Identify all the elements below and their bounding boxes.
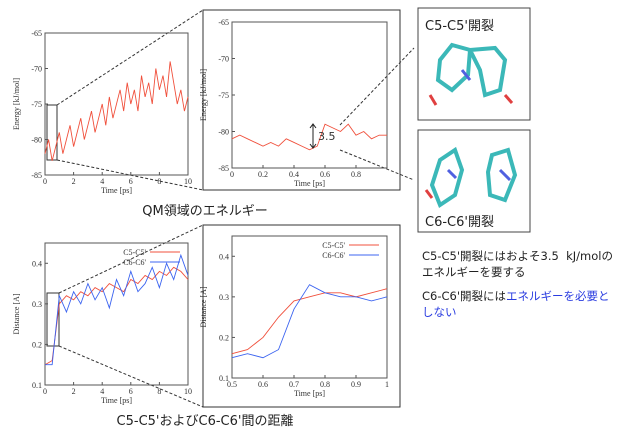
x-axis-label: Time [ps] — [101, 186, 132, 195]
legend-label: C6-C6' — [322, 251, 345, 260]
y-tick-label: -65 — [218, 18, 229, 27]
data-line — [232, 285, 387, 358]
x-tick-label: 1 — [385, 380, 389, 389]
x-axis-label: Time [ps] — [294, 179, 325, 188]
x-tick-label: 0 — [43, 177, 47, 186]
x-tick-label: 0.8 — [320, 380, 330, 389]
x-tick-label: 0 — [43, 387, 47, 396]
data-line — [45, 61, 188, 160]
x-tick-label: 6 — [129, 387, 133, 396]
y-tick-label: -85 — [218, 164, 229, 173]
x-tick-label: 8 — [157, 177, 161, 186]
x-axis-label: Time [ps] — [294, 389, 325, 398]
y-tick-label: 0.1 — [219, 374, 229, 383]
x-tick-label: 4 — [100, 387, 104, 396]
y-tick-label: -75 — [218, 91, 229, 100]
structure-label: C5-C5'開裂 — [425, 19, 494, 34]
x-tick-label: 0.2 — [258, 170, 268, 179]
x-tick-label: 4 — [100, 177, 104, 186]
caption: C5-C5'およびC6-C6'間の距離 — [117, 414, 294, 429]
y-tick-label: 0.2 — [219, 333, 229, 342]
zoom-box — [203, 10, 400, 190]
x-axis-label: Time [ps] — [101, 396, 132, 405]
x-tick-label: 8 — [157, 387, 161, 396]
y-tick-label: 0.4 — [32, 259, 42, 268]
x-tick-label: 0 — [230, 170, 234, 179]
legend-label: C5-C5' — [322, 241, 345, 250]
annotation: 3.5 — [318, 130, 336, 143]
note-emphasis: しない — [422, 304, 457, 320]
x-tick-label: 0.6 — [320, 170, 330, 179]
zoom-region — [47, 105, 57, 160]
plot-frame — [232, 236, 387, 378]
x-tick-label: 2 — [72, 387, 76, 396]
y-tick-label: 0.4 — [219, 252, 229, 261]
y-tick-label: 0.3 — [32, 300, 42, 309]
x-tick-label: 0.8 — [351, 170, 361, 179]
x-tick-label: 2 — [72, 177, 76, 186]
x-tick-label: 10 — [184, 177, 192, 186]
data-line — [45, 255, 188, 365]
x-tick-label: 6 — [129, 177, 133, 186]
x-tick-label: 0.9 — [351, 380, 361, 389]
y-tick-label: -85 — [31, 171, 42, 180]
y-axis-label: Distance [A] — [12, 293, 21, 334]
legend-label: C6-C6' — [123, 258, 146, 267]
plot-frame — [232, 22, 387, 168]
page: C5-C5'開裂 C6-C6'開裂 QM領域のエネルギー C5-C5'およびC6… — [0, 0, 638, 430]
note-text: C6-C6'開裂には — [422, 289, 506, 303]
caption: QM領域のエネルギー — [142, 203, 267, 219]
x-tick-label: 0.6 — [258, 380, 268, 389]
y-axis-label: Distance [A] — [199, 286, 208, 327]
x-tick-label: 0.4 — [289, 170, 299, 179]
y-axis-label: Energy [kJ/mol] — [199, 69, 208, 121]
data-line — [232, 124, 387, 150]
note: C6-C6'開裂にはエネルギーを必要と — [422, 288, 610, 304]
note-emphasis: エネルギーを必要と — [506, 289, 610, 303]
data-line — [45, 267, 188, 364]
note: C5-C5'開裂にはおよそ3.5 kJ/molの — [422, 248, 613, 264]
y-tick-label: -70 — [218, 55, 229, 64]
y-axis-label: Energy [kJ/mol] — [12, 78, 21, 130]
y-tick-label: -70 — [31, 65, 42, 74]
y-tick-label: -75 — [31, 100, 42, 109]
legend-label: C5-C5' — [123, 248, 146, 257]
annotation-arrow — [310, 124, 316, 148]
note: エネルギーを要する — [422, 264, 526, 280]
y-tick-label: -80 — [31, 136, 42, 145]
y-tick-label: 0.1 — [32, 381, 42, 390]
x-tick-label: 10 — [184, 387, 192, 396]
y-tick-label: -80 — [218, 128, 229, 137]
y-tick-label: 0.3 — [219, 293, 229, 302]
structure-label: C6-C6'開裂 — [425, 215, 494, 230]
y-tick-label: 0.2 — [32, 340, 42, 349]
x-tick-label: 0.7 — [289, 380, 299, 389]
y-tick-label: -65 — [31, 29, 42, 38]
figure: C5-C5'開裂 C6-C6'開裂 QM領域のエネルギー C5-C5'およびC6… — [0, 0, 638, 430]
